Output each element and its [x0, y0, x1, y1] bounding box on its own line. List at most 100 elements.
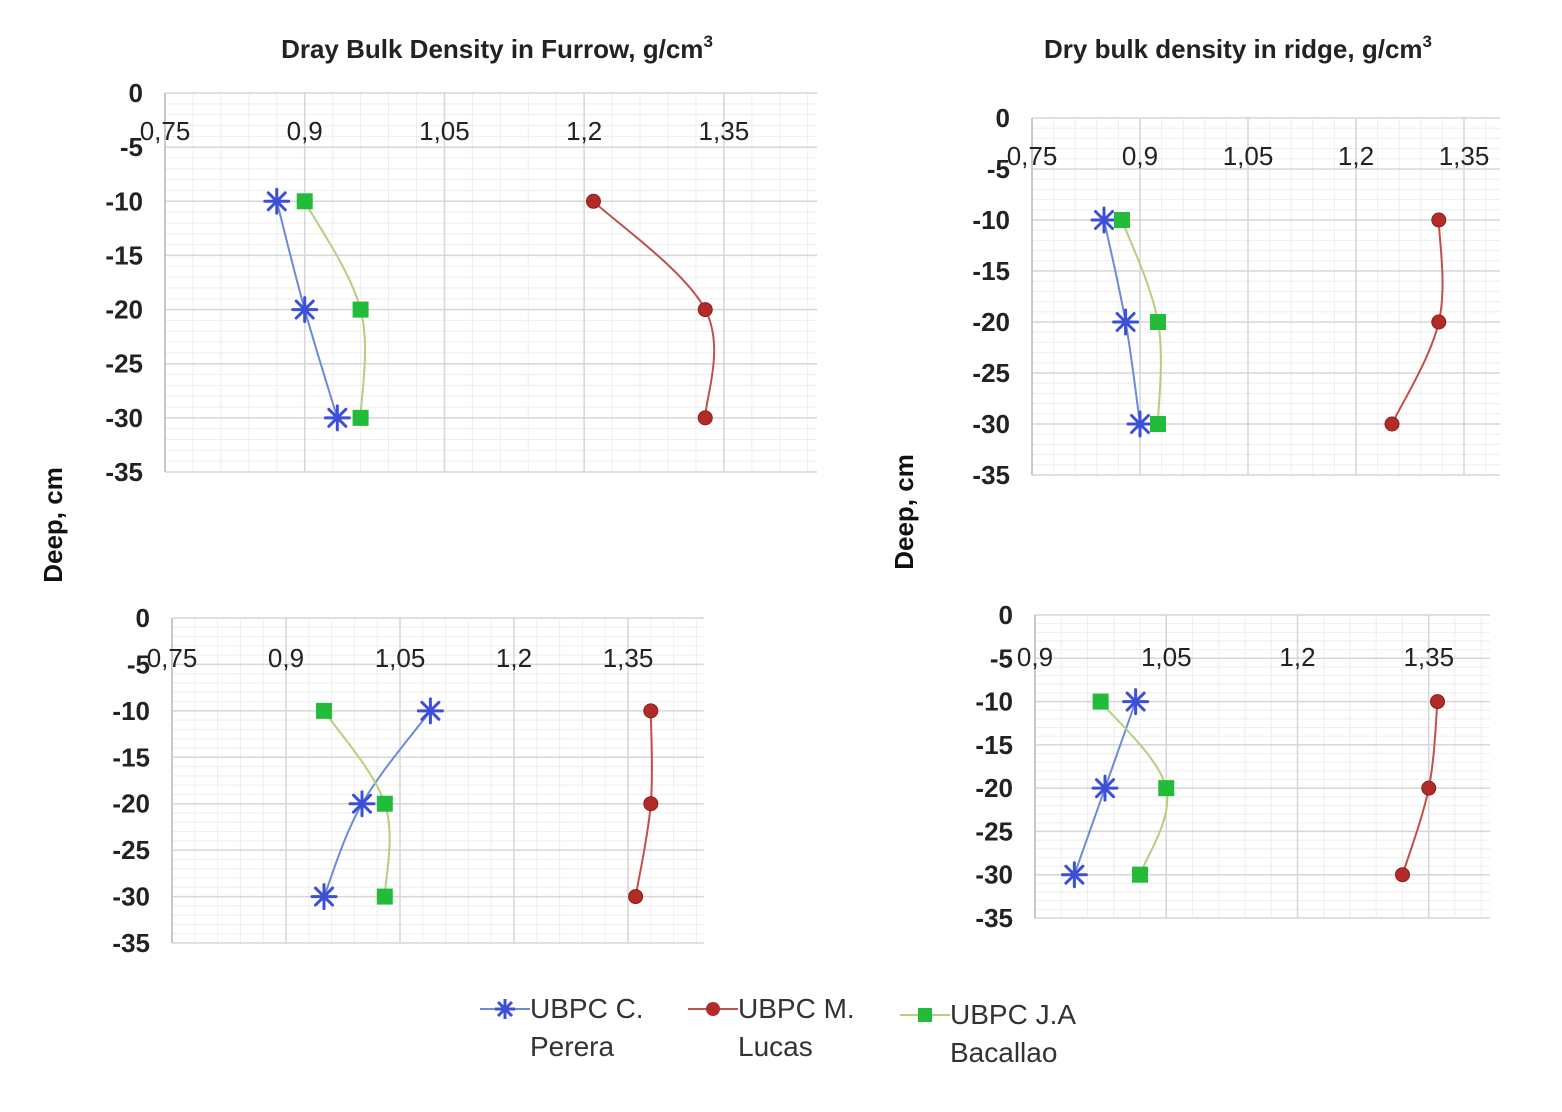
data-point: [1431, 212, 1447, 228]
series-lucas: [585, 193, 716, 426]
y-tick-label: -10: [975, 687, 1013, 717]
data-point: [1132, 866, 1148, 883]
data-point: [1430, 694, 1445, 710]
data-point: [352, 301, 369, 318]
chart-ridge-1: Dry bulk density in ridge, g/cm3 0,75 0,9 1…: [972, 32, 1500, 490]
data-point: [323, 404, 351, 432]
y-tick-label: 0: [136, 603, 150, 633]
y-tick-label: -25: [105, 349, 143, 379]
data-point: [1158, 780, 1175, 797]
data-point: [643, 796, 659, 812]
minor-grid: [164, 92, 817, 473]
series-perera: [1060, 688, 1150, 889]
y-tick-label: -35: [972, 460, 1010, 490]
y-axis-label-right: Deep, cm: [889, 454, 919, 570]
x-tick-label: 1,35: [1439, 141, 1490, 171]
data-point: [643, 703, 659, 719]
legend-label: UBPC M. Lucas: [738, 993, 855, 1062]
y-tick-label: -35: [105, 457, 143, 487]
legend-asterisk-marker-icon: [480, 999, 530, 1019]
y-tick-label: -35: [975, 903, 1013, 933]
y-tick-label: -30: [972, 409, 1010, 439]
data-point: [1092, 693, 1109, 710]
data-point: [263, 187, 291, 215]
title-superscript: 3: [703, 32, 712, 51]
x-tick-label: 1,35: [699, 116, 750, 146]
x-tick-label: 1,05: [1223, 141, 1274, 171]
y-tick-label: -20: [105, 295, 143, 325]
legend: UBPC C. Perera UBPC M. Lucas UBPC J.A Ba…: [480, 990, 1120, 1080]
data-point: [1431, 314, 1447, 330]
title-superscript: 3: [1423, 32, 1432, 51]
data-point: [1384, 416, 1400, 432]
y-tick-label: -30: [105, 403, 143, 433]
data-point: [1421, 780, 1437, 796]
legend-square-marker-icon: [900, 1008, 950, 1022]
data-point: [1060, 861, 1088, 889]
data-point: [1126, 410, 1154, 438]
x-tick-label: 0,9: [268, 643, 304, 673]
y-tick-label: -20: [972, 307, 1010, 337]
data-point: [296, 193, 313, 210]
data-point: [291, 296, 319, 324]
y-tick-label: -15: [975, 730, 1013, 760]
legend-item-perera: UBPC C. Perera: [480, 990, 644, 1066]
data-point: [1150, 314, 1166, 330]
series-perera: [1090, 206, 1154, 438]
series-bacallao: [1092, 693, 1175, 883]
series-perera: [310, 697, 444, 911]
legend-item-bacallao: UBPC J.A Bacallao: [900, 996, 1076, 1072]
x-tick-label: 0,9: [1122, 141, 1158, 171]
data-point: [310, 883, 338, 911]
major-grid: [164, 92, 817, 473]
data-point: [1395, 867, 1410, 883]
y-tick-label: -30: [112, 882, 150, 912]
legend-item-lucas: UBPC M. Lucas: [688, 990, 855, 1066]
y-tick-label: -5: [990, 643, 1013, 673]
x-tick-label: 1,35: [603, 643, 654, 673]
x-tick-label: 0,9: [287, 116, 323, 146]
y-tick-label: -20: [975, 773, 1013, 803]
x-tick-label: 1,05: [375, 643, 426, 673]
x-tick-label: 1,05: [419, 116, 470, 146]
chart-ridge-2: 0,9 1,05 1,2 1,35 0 -5 -10 -15 -20 -25 -30 -35: [975, 600, 1490, 933]
minor-grid: [1031, 117, 1500, 476]
data-point: [316, 702, 332, 719]
data-point: [1090, 206, 1118, 234]
y-tick-label: 0: [129, 78, 143, 108]
y-tick-label: -25: [975, 816, 1013, 846]
y-tick-label: -20: [112, 789, 150, 819]
data-point: [697, 410, 713, 426]
data-point: [1122, 688, 1150, 716]
series-bacallao: [1114, 212, 1166, 432]
x-tick-label: 0,9: [1017, 642, 1053, 672]
data-point: [1114, 212, 1130, 228]
y-tick-label: -5: [127, 649, 150, 679]
legend-circle-marker-icon: [688, 1002, 738, 1016]
major-grid: [1031, 117, 1500, 476]
series-bacallao: [296, 193, 369, 426]
y-tick-label: 0: [999, 600, 1013, 630]
data-point: [697, 302, 713, 318]
chart-title: Dry bulk density in ridge, g/cm3: [1044, 32, 1432, 64]
x-tick-label: 1,2: [566, 116, 602, 146]
x-tick-label: 0,75: [140, 116, 191, 146]
y-tick-label: 0: [996, 103, 1010, 133]
series-lucas: [1384, 212, 1447, 432]
data-point: [1091, 774, 1119, 802]
y-tick-label: -25: [112, 835, 150, 865]
y-tick-label: -5: [120, 132, 143, 162]
chart-furrow-1: Dray Bulk Density in Furrow, g/cm3 0,75 0,…: [105, 32, 817, 487]
data-point: [1150, 416, 1166, 432]
y-tick-label: -15: [972, 256, 1010, 286]
series-bacallao: [316, 702, 393, 905]
x-tick-label: 1,35: [1403, 642, 1454, 672]
y-tick-label: -25: [972, 358, 1010, 388]
data-point: [628, 889, 644, 905]
data-point: [1112, 308, 1140, 336]
data-point: [348, 790, 376, 818]
y-tick-label: -15: [112, 742, 150, 772]
chart-title: Dray Bulk Density in Furrow, g/cm3: [281, 32, 713, 64]
y-tick-label: -10: [972, 205, 1010, 235]
